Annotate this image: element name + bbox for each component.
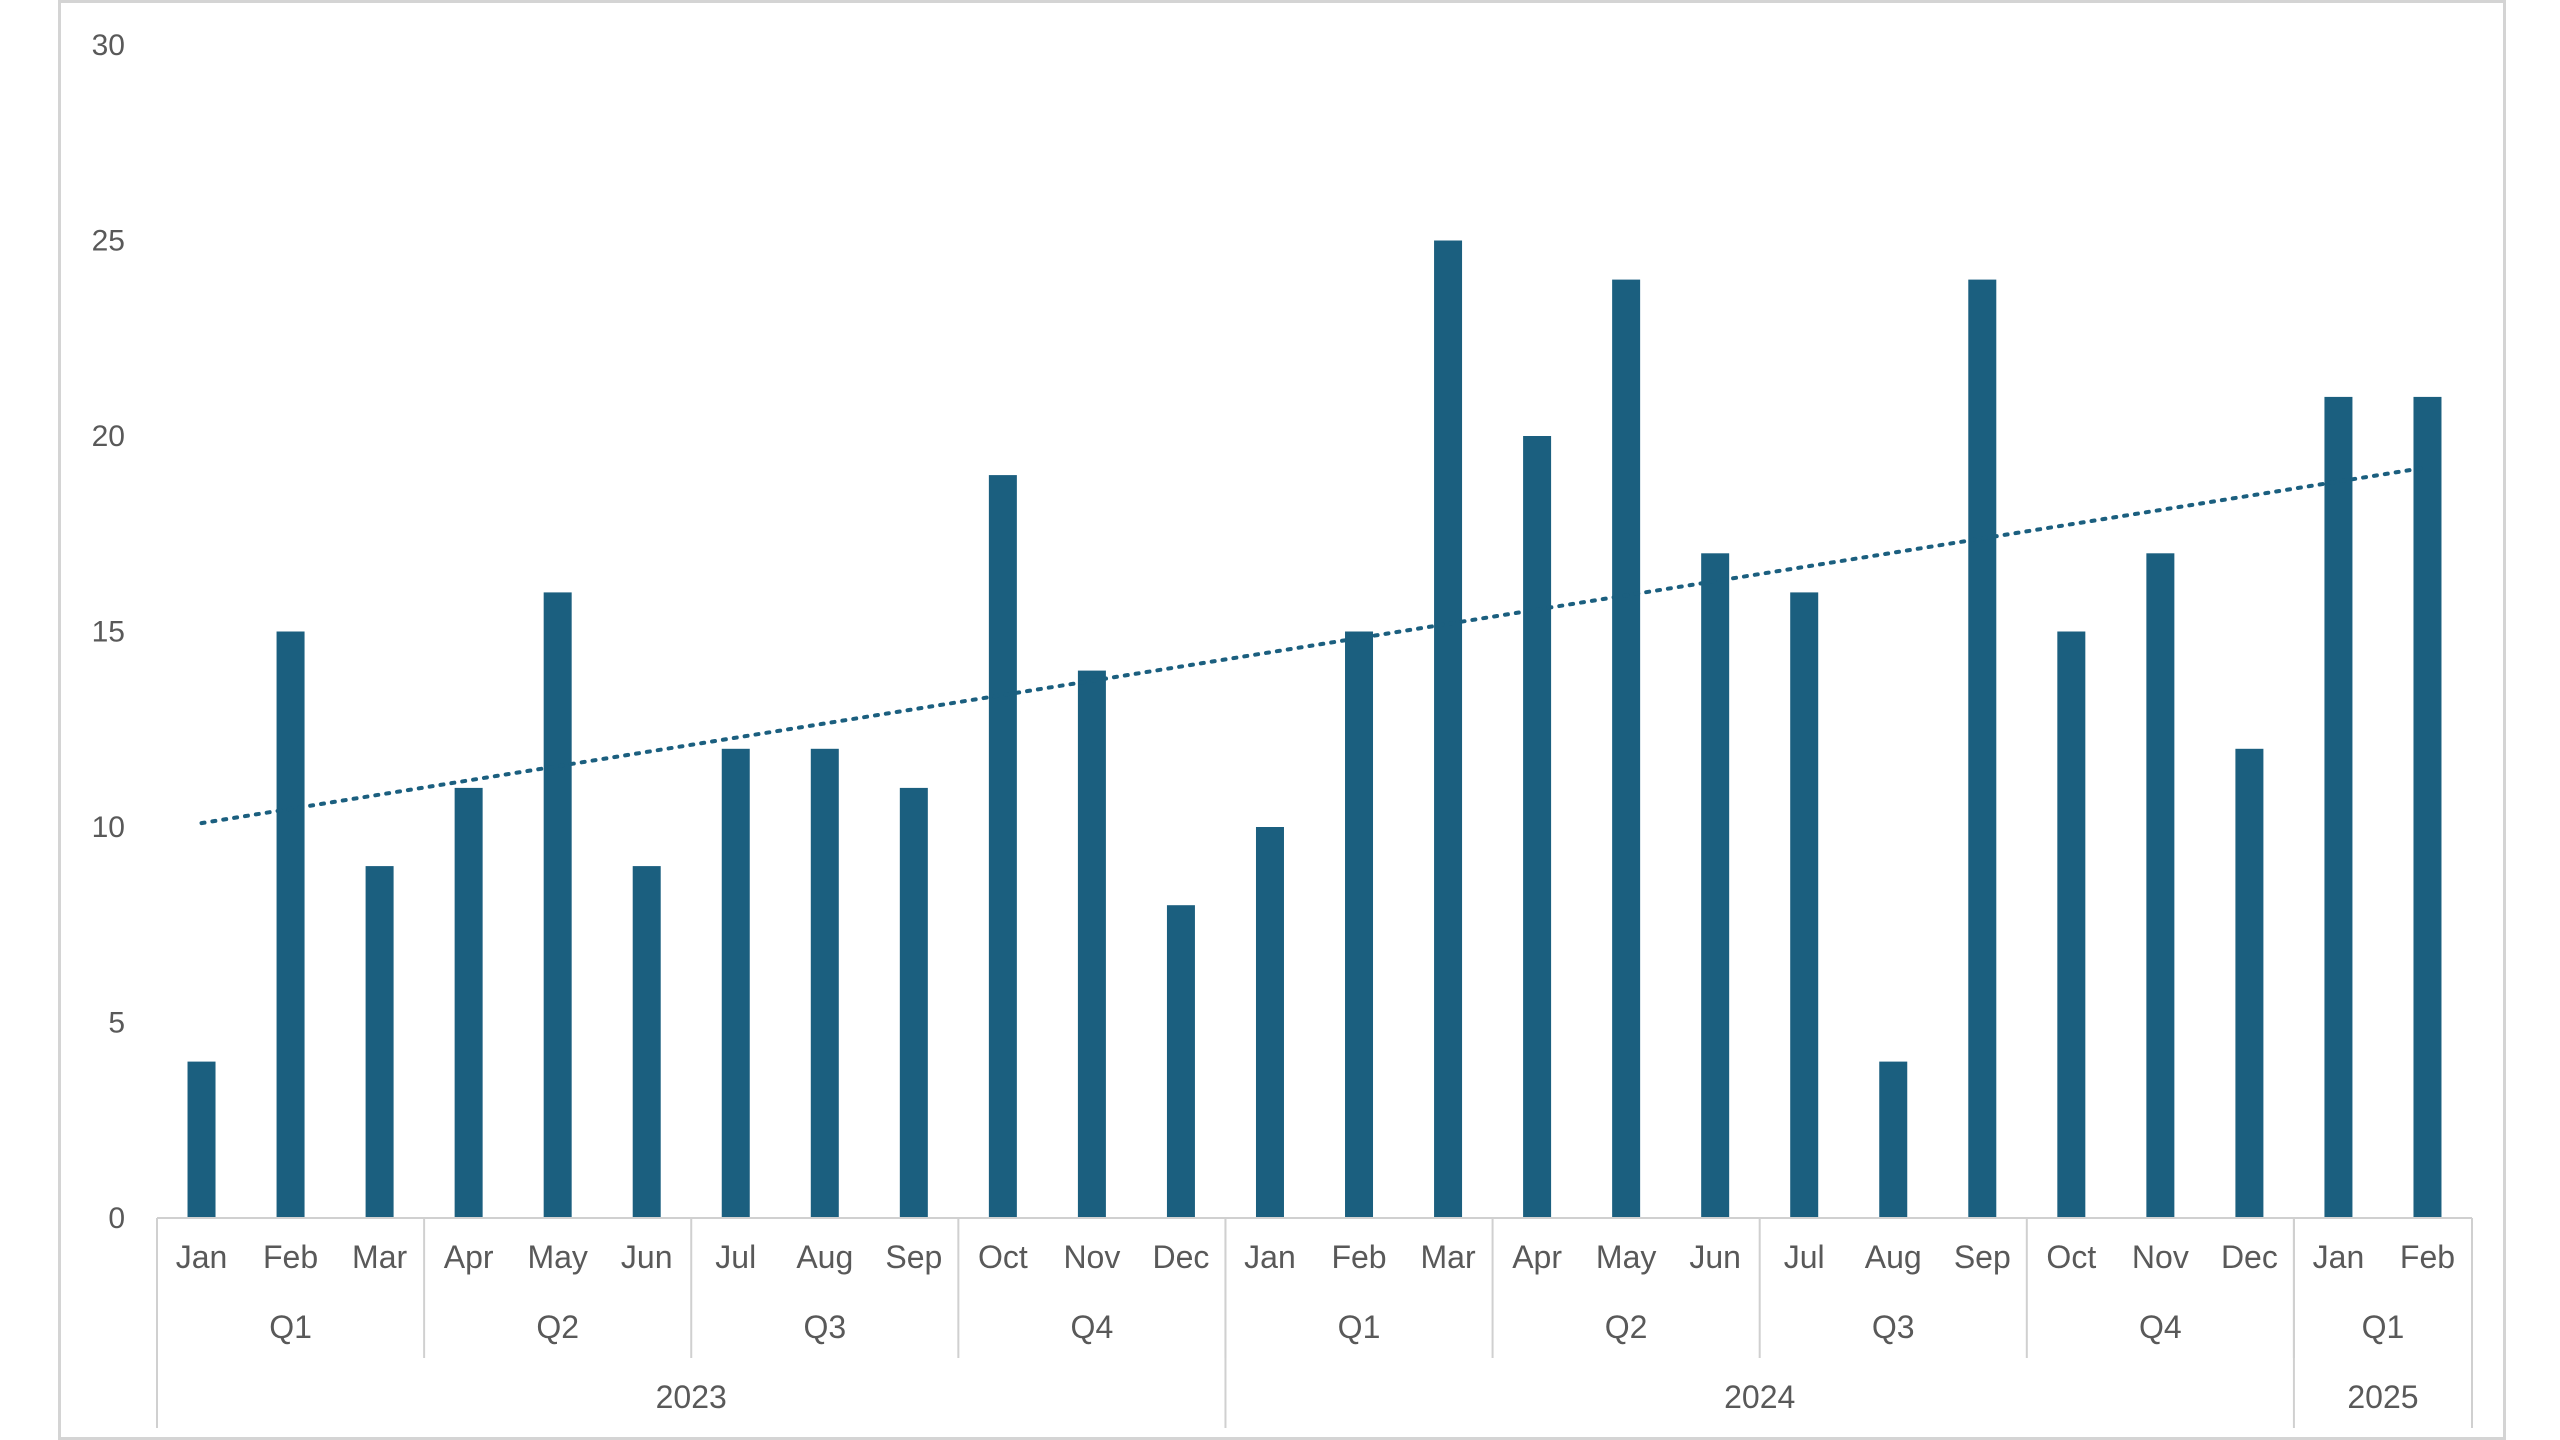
month-label: Oct [978, 1239, 1028, 1275]
quarter-label: Q3 [803, 1309, 846, 1345]
y-tick-label: 30 [92, 29, 125, 62]
month-label: Apr [444, 1239, 494, 1275]
bar [1345, 631, 1374, 1218]
y-tick-label: 25 [92, 225, 125, 258]
quarter-label: Q1 [2362, 1309, 2405, 1345]
bar [1790, 592, 1819, 1218]
month-label: Sep [1954, 1239, 2011, 1275]
quarter-label: Q1 [269, 1309, 312, 1345]
bar [2146, 553, 2175, 1218]
month-label: Apr [1512, 1239, 1562, 1275]
month-label: Nov [2132, 1239, 2189, 1275]
quarter-label: Q4 [2139, 1309, 2182, 1345]
bar [1701, 553, 1730, 1218]
month-label: Jul [715, 1239, 756, 1275]
month-label: Jan [1244, 1239, 1296, 1275]
bar [2413, 396, 2442, 1218]
bar [187, 1061, 216, 1218]
y-tick-label: 10 [92, 811, 125, 844]
bar [1879, 1061, 1908, 1218]
month-label: Dec [1152, 1239, 1209, 1275]
bar [1255, 827, 1284, 1218]
bar [1523, 436, 1552, 1218]
month-label: Jul [1784, 1239, 1825, 1275]
month-label: Oct [2046, 1239, 2096, 1275]
bar [1968, 279, 1997, 1219]
quarter-label: Q2 [1605, 1309, 1648, 1345]
quarter-label: Q2 [536, 1309, 579, 1345]
month-label: Mar [352, 1239, 407, 1275]
year-label: 2023 [656, 1379, 727, 1415]
bar [365, 866, 394, 1218]
bar [810, 748, 839, 1218]
month-label: Nov [1063, 1239, 1120, 1275]
bar [2324, 396, 2353, 1218]
month-label: Jun [1689, 1239, 1741, 1275]
month-label: Jan [2313, 1239, 2365, 1275]
bar [632, 866, 661, 1218]
bar [454, 787, 483, 1218]
bar [2057, 631, 2086, 1218]
bar [276, 631, 305, 1218]
month-label: Dec [2221, 1239, 2278, 1275]
month-label: Jun [621, 1239, 673, 1275]
month-label: Mar [1421, 1239, 1476, 1275]
bar [899, 787, 928, 1218]
month-label: Feb [2400, 1239, 2455, 1275]
month-label: Feb [1331, 1239, 1386, 1275]
year-label: 2024 [1724, 1379, 1795, 1415]
quarter-label: Q4 [1071, 1309, 1114, 1345]
month-label: Aug [1865, 1239, 1922, 1275]
bar [1612, 279, 1641, 1219]
bar [543, 592, 572, 1218]
y-tick-label: 0 [108, 1202, 125, 1235]
month-label: Sep [885, 1239, 942, 1275]
month-label: Feb [263, 1239, 318, 1275]
bar [988, 475, 1017, 1219]
month-label: May [527, 1239, 587, 1275]
year-label: 2025 [2347, 1379, 2418, 1415]
quarter-label: Q1 [1338, 1309, 1381, 1345]
month-label: Aug [796, 1239, 853, 1275]
y-tick-label: 5 [108, 1007, 125, 1040]
bar [2235, 748, 2264, 1218]
quarter-label: Q3 [1872, 1309, 1915, 1345]
bar [1434, 240, 1463, 1218]
month-label: Jan [176, 1239, 228, 1275]
month-label: May [1596, 1239, 1656, 1275]
bar [1166, 905, 1195, 1218]
bar [1077, 670, 1106, 1218]
y-tick-label: 15 [92, 616, 125, 649]
trendline [199, 465, 2430, 826]
y-tick-label: 20 [92, 420, 125, 453]
bar [721, 748, 750, 1218]
